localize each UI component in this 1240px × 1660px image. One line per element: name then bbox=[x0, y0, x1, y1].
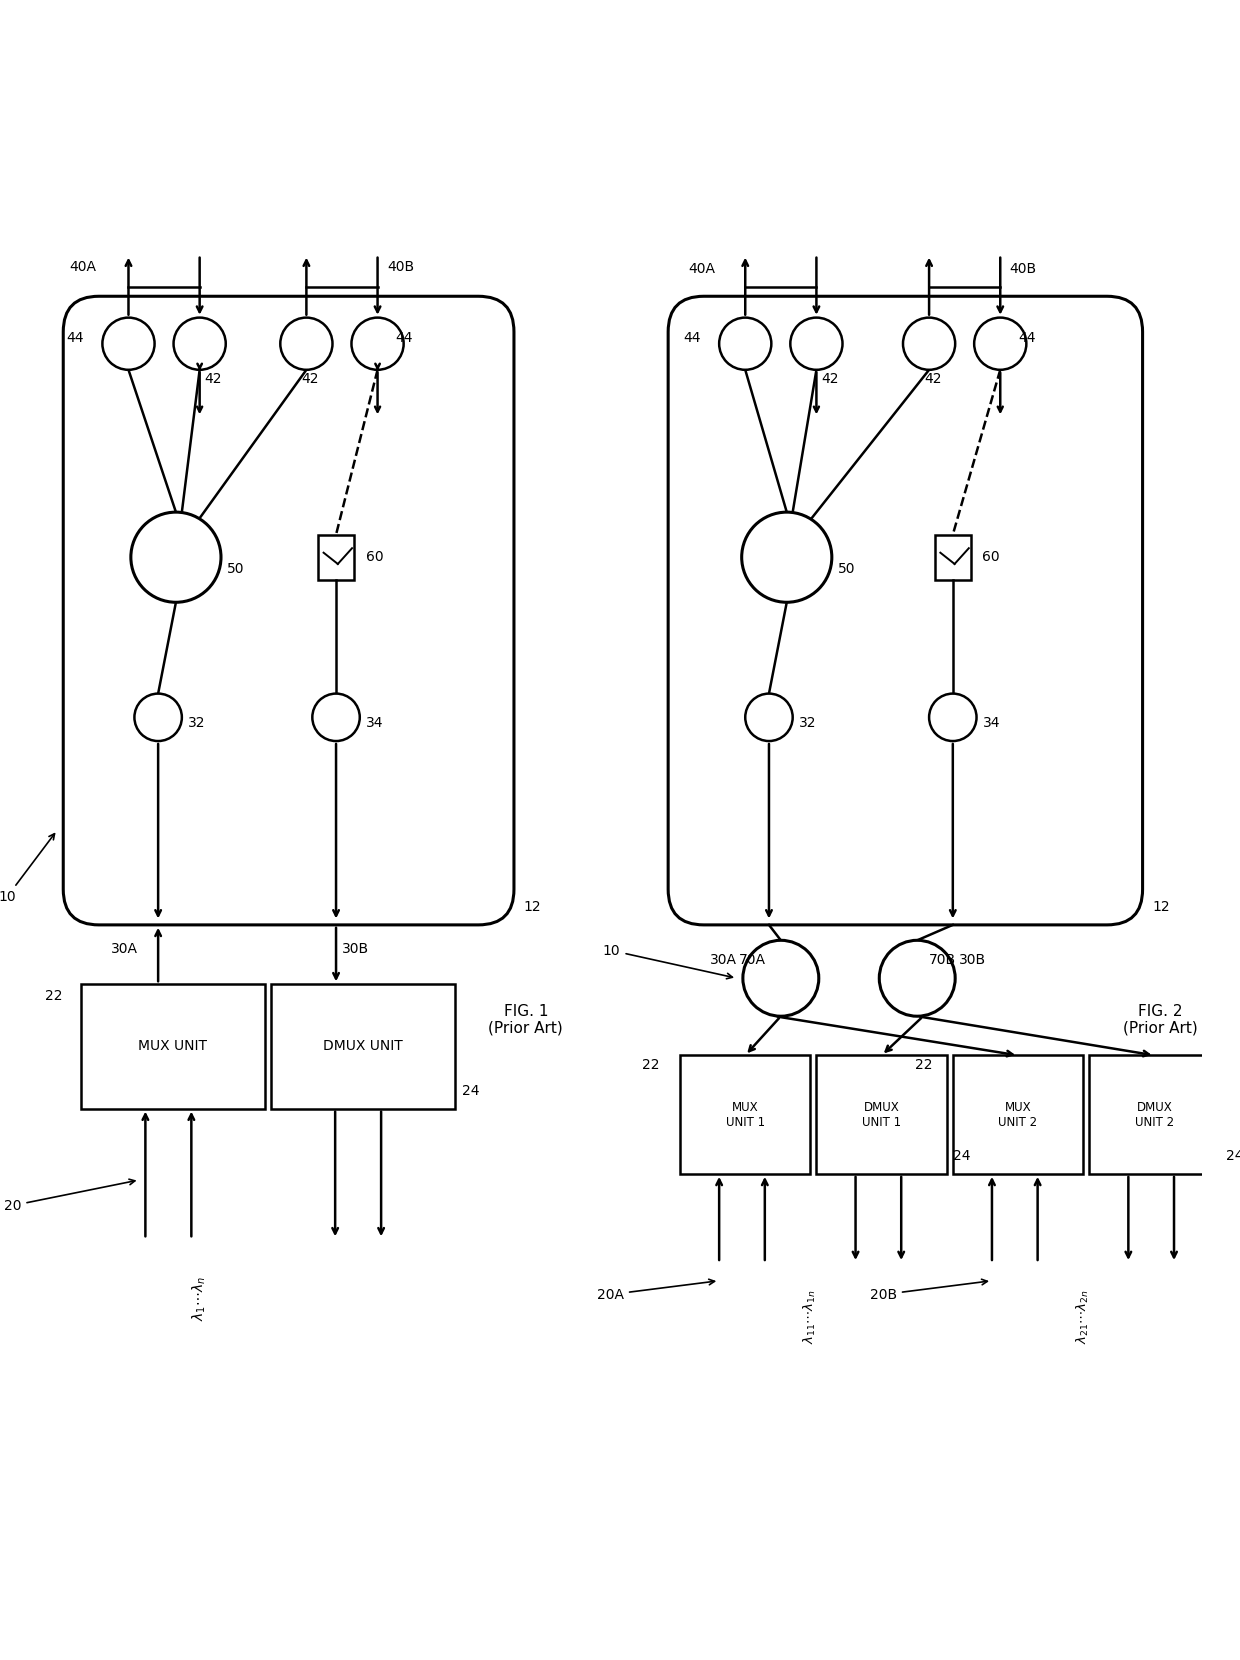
Text: MUX
UNIT 2: MUX UNIT 2 bbox=[998, 1101, 1038, 1129]
Bar bbox=[270, 984, 455, 1109]
Text: DMUX UNIT: DMUX UNIT bbox=[322, 1039, 403, 1054]
Text: DMUX
UNIT 1: DMUX UNIT 1 bbox=[862, 1101, 901, 1129]
Circle shape bbox=[134, 694, 182, 740]
Text: 10: 10 bbox=[0, 833, 55, 905]
Circle shape bbox=[719, 317, 771, 370]
Text: 50: 50 bbox=[838, 563, 856, 576]
Text: $\lambda_1 \cdots \lambda_n$: $\lambda_1 \cdots \lambda_n$ bbox=[191, 1277, 208, 1321]
Text: 20A: 20A bbox=[596, 1280, 714, 1301]
Text: 24: 24 bbox=[461, 1084, 480, 1097]
Circle shape bbox=[745, 694, 792, 740]
Text: 12: 12 bbox=[523, 900, 541, 915]
Circle shape bbox=[903, 317, 955, 370]
Circle shape bbox=[743, 940, 818, 1016]
Text: 40B: 40B bbox=[387, 259, 414, 274]
Text: 50: 50 bbox=[227, 563, 244, 576]
Text: 40A: 40A bbox=[69, 259, 97, 274]
Bar bbox=[952, 1056, 1084, 1174]
Text: 44: 44 bbox=[683, 330, 701, 345]
Circle shape bbox=[174, 317, 226, 370]
Bar bbox=[680, 1056, 811, 1174]
Text: 42: 42 bbox=[924, 372, 942, 387]
Text: 30A: 30A bbox=[110, 941, 138, 956]
FancyBboxPatch shape bbox=[63, 295, 513, 925]
Text: 24: 24 bbox=[1225, 1149, 1240, 1164]
Bar bbox=[1089, 1056, 1220, 1174]
Circle shape bbox=[879, 940, 955, 1016]
Circle shape bbox=[280, 317, 332, 370]
Text: MUX
UNIT 1: MUX UNIT 1 bbox=[725, 1101, 765, 1129]
Text: 34: 34 bbox=[982, 715, 999, 730]
Text: 32: 32 bbox=[187, 715, 206, 730]
Bar bbox=[319, 535, 353, 579]
Circle shape bbox=[790, 317, 842, 370]
Text: 60: 60 bbox=[982, 549, 1001, 564]
Text: $\lambda_{21} \cdots \lambda_{2n}$: $\lambda_{21} \cdots \lambda_{2n}$ bbox=[1075, 1288, 1091, 1343]
Circle shape bbox=[742, 513, 832, 603]
Text: 10: 10 bbox=[603, 943, 733, 979]
Circle shape bbox=[103, 317, 155, 370]
FancyBboxPatch shape bbox=[668, 295, 1142, 925]
Text: 44: 44 bbox=[1018, 330, 1035, 345]
Text: 22: 22 bbox=[46, 989, 63, 1003]
Text: 70A: 70A bbox=[739, 953, 766, 968]
Text: 42: 42 bbox=[205, 372, 222, 387]
Text: 24: 24 bbox=[952, 1149, 971, 1164]
Text: 42: 42 bbox=[301, 372, 319, 387]
Text: 34: 34 bbox=[366, 715, 383, 730]
Text: 60: 60 bbox=[366, 549, 383, 564]
Text: $\lambda_{11} \cdots \lambda_{1n}$: $\lambda_{11} \cdots \lambda_{1n}$ bbox=[802, 1288, 818, 1343]
Text: 40B: 40B bbox=[1009, 262, 1037, 276]
Circle shape bbox=[312, 694, 360, 740]
Text: 30B: 30B bbox=[959, 953, 986, 968]
Text: 70B: 70B bbox=[929, 953, 956, 968]
Text: 44: 44 bbox=[396, 330, 413, 345]
Bar bbox=[81, 984, 265, 1109]
Text: 42: 42 bbox=[821, 372, 838, 387]
Text: 40A: 40A bbox=[688, 262, 715, 276]
Text: 12: 12 bbox=[1152, 900, 1169, 915]
Text: DMUX
UNIT 2: DMUX UNIT 2 bbox=[1135, 1101, 1174, 1129]
Text: 20B: 20B bbox=[869, 1280, 987, 1301]
Bar bbox=[935, 535, 971, 579]
Circle shape bbox=[975, 317, 1027, 370]
Text: 32: 32 bbox=[799, 715, 816, 730]
Text: FIG. 2
(Prior Art): FIG. 2 (Prior Art) bbox=[1123, 1004, 1198, 1036]
Bar bbox=[816, 1056, 947, 1174]
Text: 30A: 30A bbox=[709, 953, 737, 968]
Text: 22: 22 bbox=[642, 1057, 660, 1072]
Text: 20: 20 bbox=[4, 1179, 135, 1212]
Text: 22: 22 bbox=[915, 1057, 932, 1072]
Text: FIG. 1
(Prior Art): FIG. 1 (Prior Art) bbox=[489, 1004, 563, 1036]
Text: 44: 44 bbox=[67, 330, 84, 345]
Text: 30B: 30B bbox=[342, 941, 370, 956]
Circle shape bbox=[929, 694, 977, 740]
Circle shape bbox=[351, 317, 404, 370]
Circle shape bbox=[131, 513, 221, 603]
Text: MUX UNIT: MUX UNIT bbox=[139, 1039, 207, 1054]
